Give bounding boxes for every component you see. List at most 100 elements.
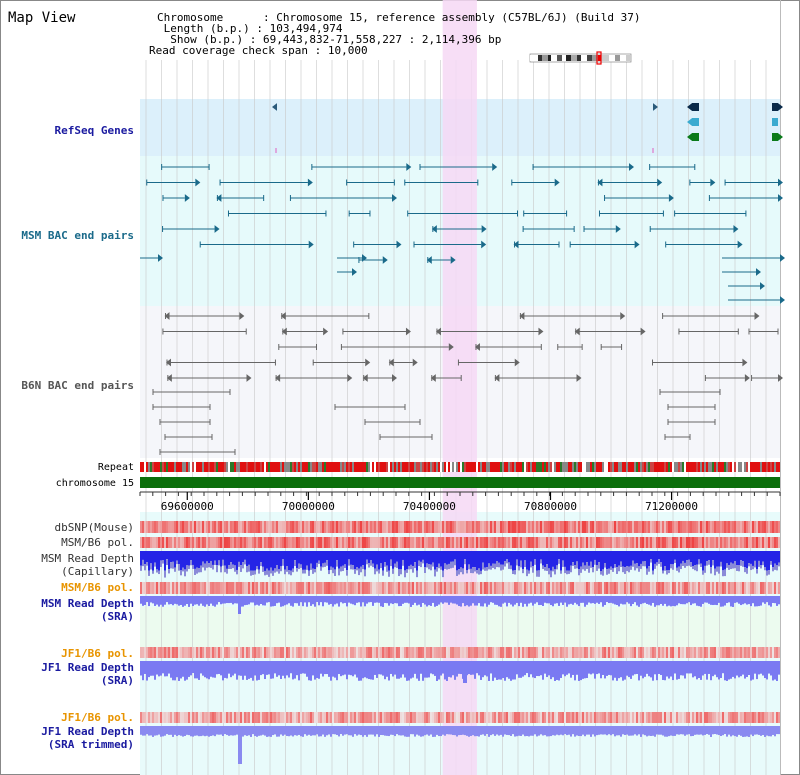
msm-depth-capillary-bar bbox=[448, 551, 450, 564]
dbsnp-heat bbox=[424, 521, 426, 533]
dbsnp-heat bbox=[228, 521, 230, 533]
msm-b6-pol-heat bbox=[634, 537, 636, 548]
jf1-depth-trimmed-bar bbox=[756, 726, 758, 735]
msm-depth-capillary-bar bbox=[426, 551, 428, 564]
dbsnp-heat bbox=[616, 521, 618, 533]
msm-b6-pol-heat bbox=[402, 537, 404, 548]
jf1-b6-pol-heat bbox=[422, 647, 424, 658]
msm-b6-pol-sra-heat bbox=[714, 582, 716, 594]
msm-depth-sra-bar bbox=[736, 596, 738, 603]
jf1-b6-pol-trimmed-heat bbox=[640, 712, 642, 723]
msm-b6-pol-heat bbox=[694, 537, 696, 548]
dbsnp-heat bbox=[774, 521, 776, 533]
msm-b6-pol-heat bbox=[382, 537, 384, 548]
jf1-b6-pol-trimmed-heat bbox=[466, 712, 468, 723]
msm-b6-pol-heat bbox=[400, 537, 402, 548]
jf1-b6-pol-heat bbox=[684, 647, 686, 658]
msm-bac-label[interactable]: MSM BAC end pairs bbox=[21, 229, 134, 242]
jf1-b6-pol-trimmed-heat bbox=[236, 712, 238, 723]
b6n-bac-pair bbox=[448, 343, 454, 351]
repeat-segment bbox=[754, 462, 756, 472]
msm-depth-capillary-bar bbox=[498, 562, 500, 568]
dbsnp-heat bbox=[194, 521, 196, 533]
msm-b6-pol-sra-heat bbox=[770, 582, 772, 594]
b6n-bac-label[interactable]: B6N BAC end pairs bbox=[21, 379, 134, 392]
ideogram-band bbox=[598, 55, 601, 61]
msm-depth-sra-bar bbox=[420, 596, 422, 607]
dbsnp-heat bbox=[778, 521, 780, 533]
jf1-depth-trimmed-bar bbox=[428, 726, 430, 736]
repeat-segment bbox=[486, 462, 488, 472]
msm-depth-sra-bar bbox=[428, 596, 430, 606]
refseq-gene-marker bbox=[272, 103, 277, 111]
jf1-depth-sra-bar bbox=[278, 661, 280, 676]
jf1-depth-trimmed-bar bbox=[450, 726, 452, 735]
msm-depth-capillary-bar bbox=[284, 569, 286, 575]
jf1-depth-trimmed-bar bbox=[238, 726, 242, 764]
dbsnp-heat bbox=[170, 521, 172, 533]
msm-b6-pol-heat bbox=[452, 537, 454, 548]
msm-depth-capillary-bar bbox=[242, 562, 244, 569]
jf1-b6-pol-heat bbox=[612, 647, 614, 658]
msm-depth-capillary-bar bbox=[642, 561, 644, 567]
msm-depth-capillary-bar bbox=[556, 565, 558, 570]
jf1-b6-pol-heat bbox=[678, 647, 680, 658]
jf1-depth-sra-bar bbox=[558, 661, 560, 681]
msm-depth-sra-bar bbox=[642, 596, 644, 604]
dbsnp-heat bbox=[776, 521, 778, 533]
msm-b6-pol-sra-heat bbox=[468, 582, 470, 594]
msm-b6-pol-sra-heat bbox=[432, 582, 434, 594]
msm-depth-capillary-bar bbox=[176, 560, 178, 565]
repeat-segment bbox=[166, 462, 168, 472]
msm-depth-capillary-bar bbox=[238, 561, 240, 567]
msm-b6-pol-sra-heat bbox=[662, 582, 664, 594]
jf1-depth-sra-bar bbox=[532, 661, 534, 678]
msm-b6-pol-sra-heat bbox=[556, 582, 558, 594]
refseq-genes-label[interactable]: RefSeq Genes bbox=[54, 124, 134, 137]
msm-depth-capillary-bar bbox=[612, 551, 614, 569]
msm-depth-capillary-bar bbox=[502, 564, 504, 570]
dbsnp-heat bbox=[282, 521, 284, 533]
msm-b6-pol-sra-heat bbox=[150, 582, 152, 594]
jf1-b6-pol-trimmed-heat bbox=[586, 712, 588, 723]
msm-b6-pol-heat bbox=[344, 537, 346, 548]
msm-depth-sra-bar bbox=[450, 596, 452, 603]
msm-b6-pol-sra-heat bbox=[214, 582, 216, 594]
jf1-depth-sra-bar bbox=[568, 661, 570, 674]
msm-depth-sra-bar bbox=[710, 596, 712, 605]
jf1-depth-trimmed-bar bbox=[358, 726, 360, 735]
jf1-b6-pol-trimmed-heat bbox=[614, 712, 616, 723]
jf1-depth-trimmed-bar bbox=[306, 726, 308, 736]
jf1-depth-sra-bar bbox=[610, 661, 612, 676]
repeat-segment bbox=[586, 462, 588, 472]
jf1-depth-sra-bar bbox=[160, 661, 162, 676]
msm-b6-pol-heat bbox=[418, 537, 420, 548]
msm-depth-capillary-bar bbox=[340, 566, 342, 572]
jf1-depth-trimmed-bar bbox=[416, 726, 418, 735]
jf1-b6-pol-heat bbox=[300, 647, 302, 658]
msm-depth-capillary-bar bbox=[520, 560, 522, 568]
msm-bac-pair bbox=[426, 256, 432, 264]
msm-b6-pol-heat bbox=[194, 537, 196, 548]
jf1-depth-sra-bar bbox=[766, 661, 768, 680]
msm-depth-capillary-bar bbox=[606, 551, 608, 570]
jf1-depth-sra-bar bbox=[260, 661, 262, 676]
jf1-depth-trimmed-bar bbox=[728, 726, 730, 735]
msm-b6-pol-sra-heat bbox=[144, 582, 146, 594]
jf1-depth-trimmed-bar bbox=[740, 726, 742, 736]
msm-depth-sra-bar bbox=[248, 596, 250, 605]
msm-b6-pol-heat bbox=[764, 537, 766, 548]
jf1-b6-pol-trimmed-heat bbox=[768, 712, 770, 723]
msm-b6-pol-heat bbox=[330, 537, 332, 548]
msm-b6-pol-heat bbox=[722, 537, 724, 548]
msm-depth-capillary-bar bbox=[670, 564, 672, 569]
jf1-b6-pol-trimmed-heat bbox=[286, 712, 288, 723]
jf1-b6-pol-trimmed-heat bbox=[600, 712, 602, 723]
msm-b6-pol-heat bbox=[276, 537, 278, 548]
dbsnp-heat bbox=[738, 521, 740, 533]
repeat-segment bbox=[234, 462, 236, 472]
dbsnp-heat bbox=[350, 521, 352, 533]
msm-b6-pol-heat bbox=[598, 537, 600, 548]
jf1-b6-pol-trimmed-heat bbox=[534, 712, 536, 723]
